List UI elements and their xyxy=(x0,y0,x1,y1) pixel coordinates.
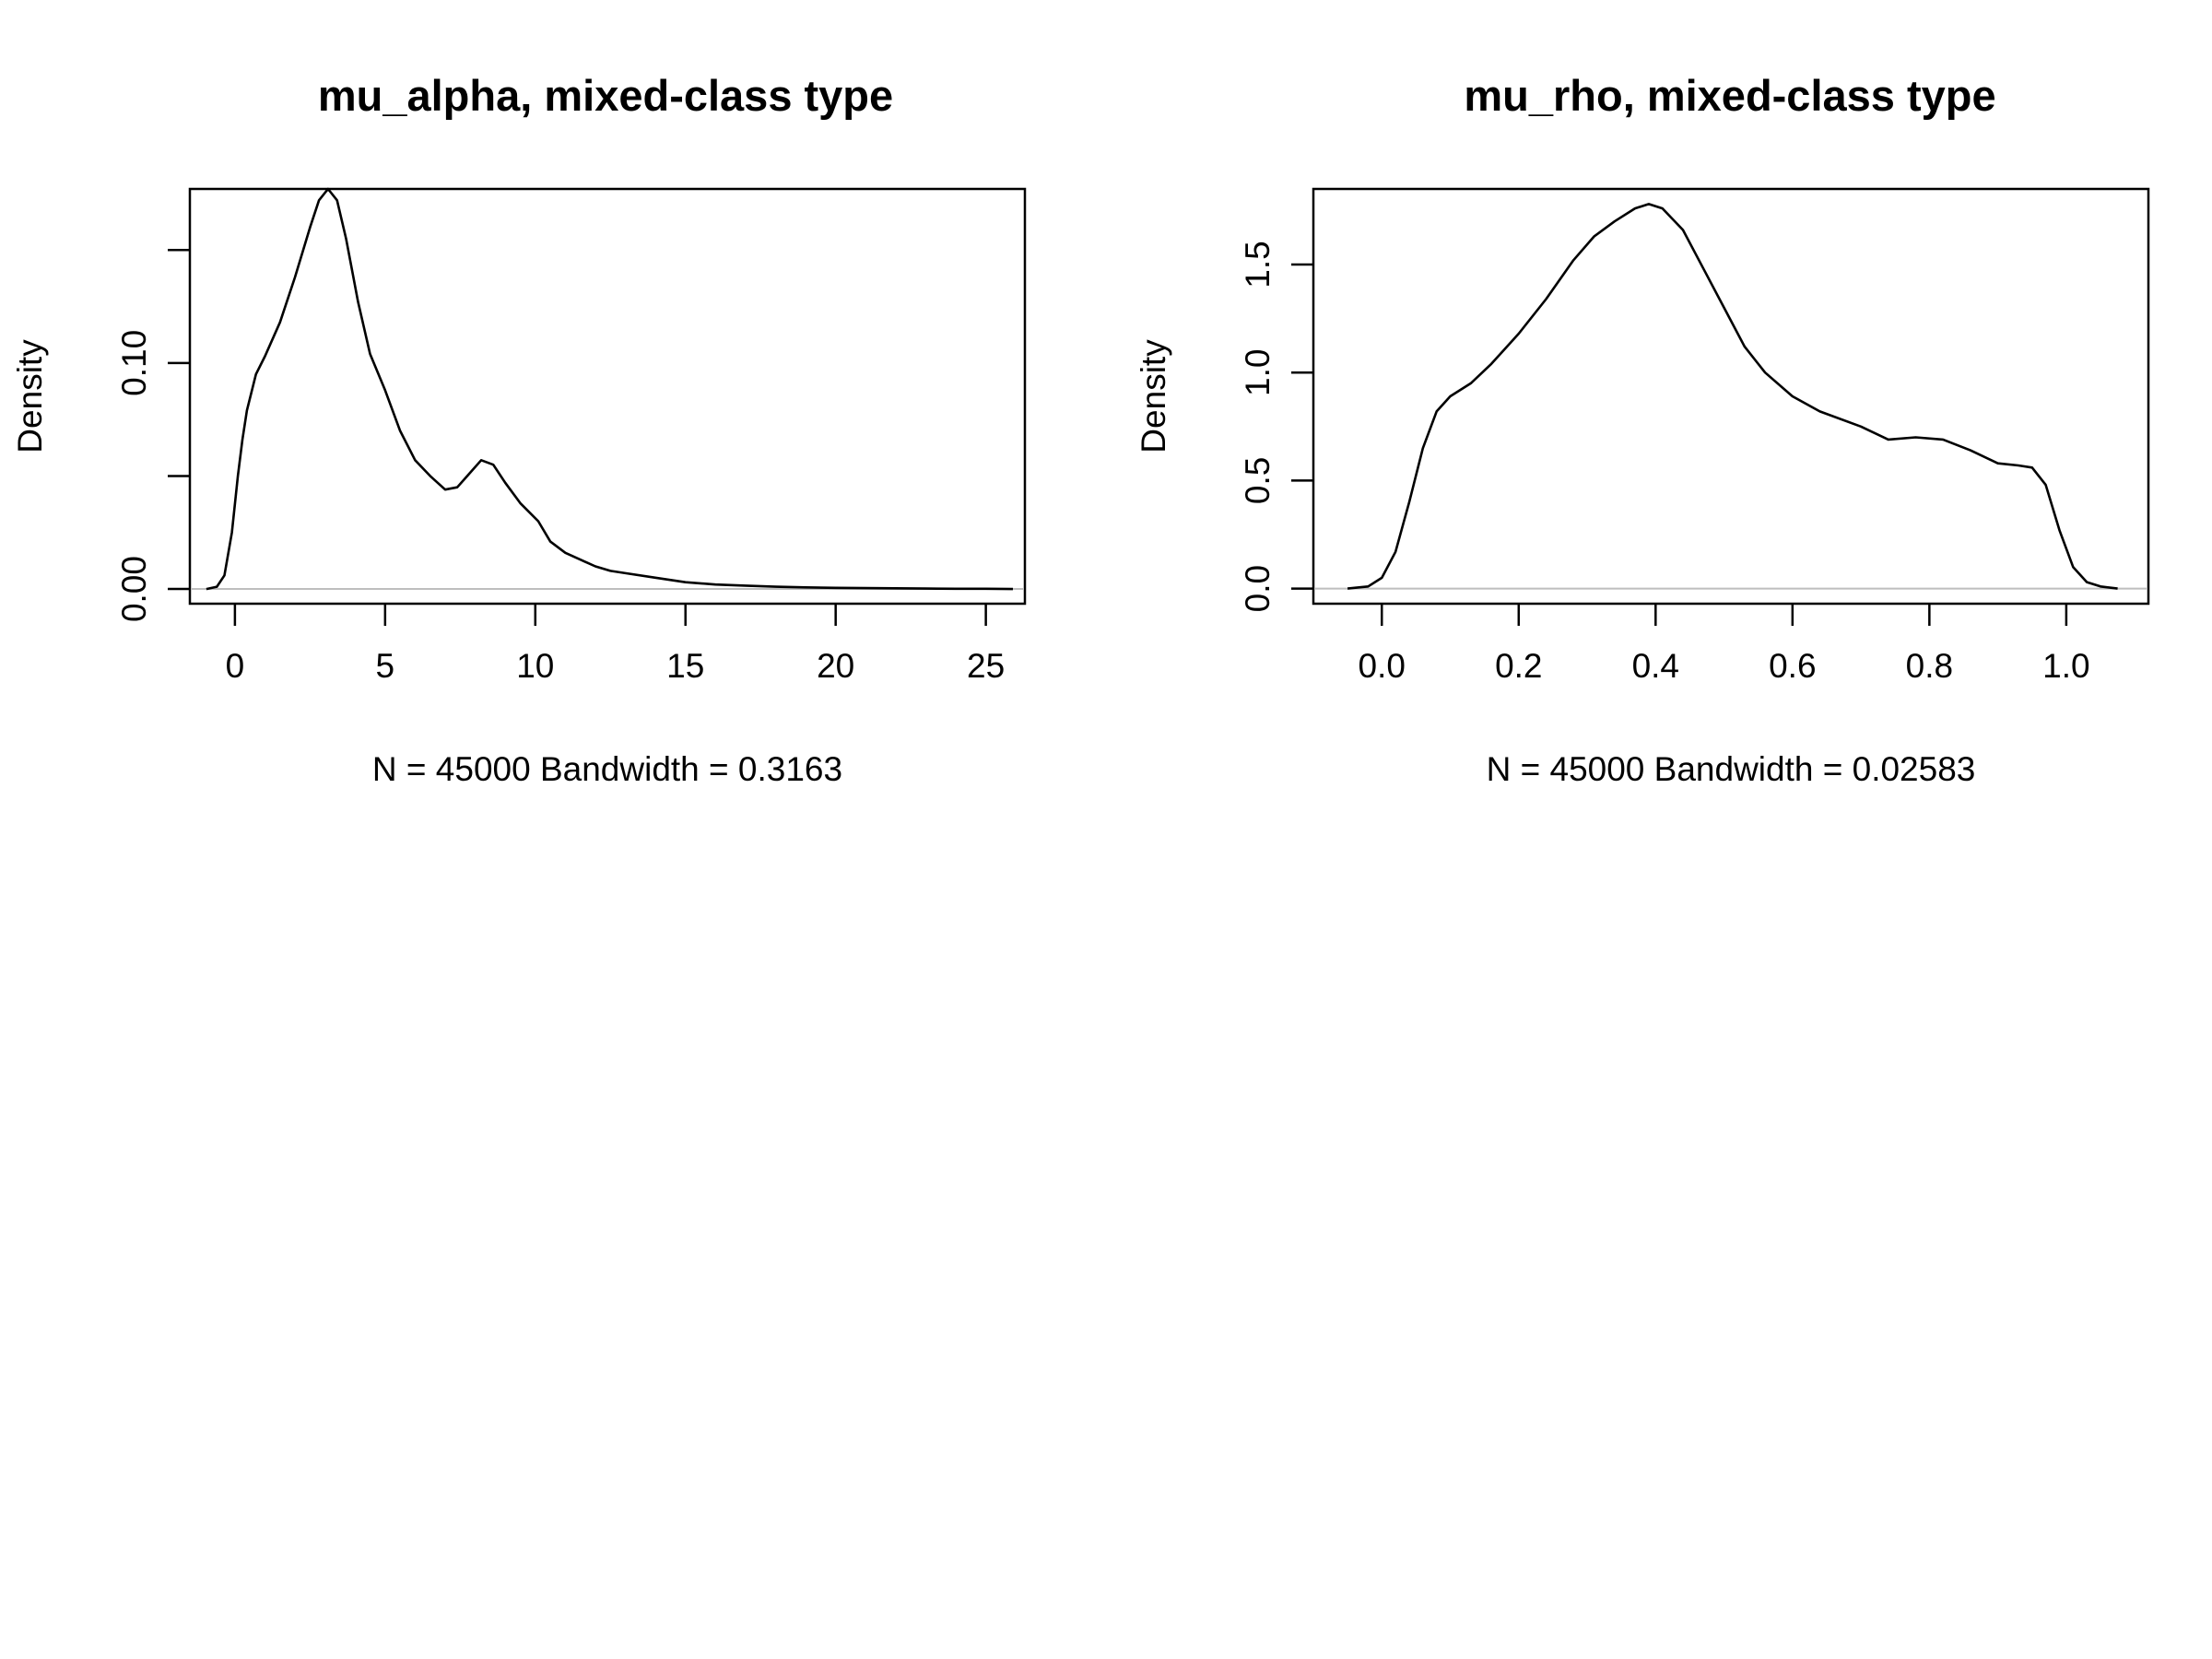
density-curve xyxy=(1347,203,2118,590)
chart-title: mu_rho, mixed-class type xyxy=(1464,71,1995,120)
y-tick-label: 1.0 xyxy=(1239,349,1277,396)
plot-frame xyxy=(188,187,1027,606)
y-tick-label: 0.10 xyxy=(115,330,153,396)
x-tick-label: 5 xyxy=(376,647,395,685)
y-tick-label: 0.0 xyxy=(1239,565,1277,612)
x-axis-label: N = 45000 Bandwidth = 0.3163 xyxy=(372,750,842,788)
x-tick-label: 25 xyxy=(967,647,1005,685)
x-tick-label: 15 xyxy=(666,647,704,685)
x-tick-label: 20 xyxy=(817,647,854,685)
x-axis: 0 5 10 15 20 25 xyxy=(226,604,1005,685)
x-tick-label: 10 xyxy=(516,647,554,685)
y-tick-label: 0.00 xyxy=(115,556,153,622)
density-panel-mu-alpha: mu_alpha, mixed-class type 0 5 10 15 20 25 0.… xyxy=(11,71,1027,788)
x-tick-label: 0 xyxy=(226,647,245,685)
x-axis: 0.0 0.2 0.4 0.6 0.8 1.0 xyxy=(1359,604,2090,685)
x-tick-label: 0.8 xyxy=(1906,647,1953,685)
x-tick-label: 1.0 xyxy=(2042,647,2089,685)
y-tick-label: 1.5 xyxy=(1239,241,1277,288)
plot-frame xyxy=(1312,187,2150,606)
y-tick-label: 0.5 xyxy=(1239,457,1277,504)
y-axis-label: Density xyxy=(11,339,49,453)
x-tick-label: 0.2 xyxy=(1495,647,1542,685)
x-axis-label: N = 45000 Bandwidth = 0.02583 xyxy=(1487,750,1976,788)
x-tick-label: 0.0 xyxy=(1359,647,1406,685)
density-curve xyxy=(206,187,1014,591)
y-axis: 0.00 0.10 xyxy=(115,248,190,622)
x-tick-label: 0.4 xyxy=(1632,647,1679,685)
y-axis: 0.0 0.5 1.0 1.5 xyxy=(1239,241,1313,612)
density-panel-mu-rho: mu_rho, mixed-class type 0.0 0.2 0.4 0.6 0.8… xyxy=(1135,71,2150,788)
x-tick-label: 0.6 xyxy=(1769,647,1816,685)
chart-title: mu_alpha, mixed-class type xyxy=(318,71,893,120)
y-axis-label: Density xyxy=(1135,339,1172,453)
